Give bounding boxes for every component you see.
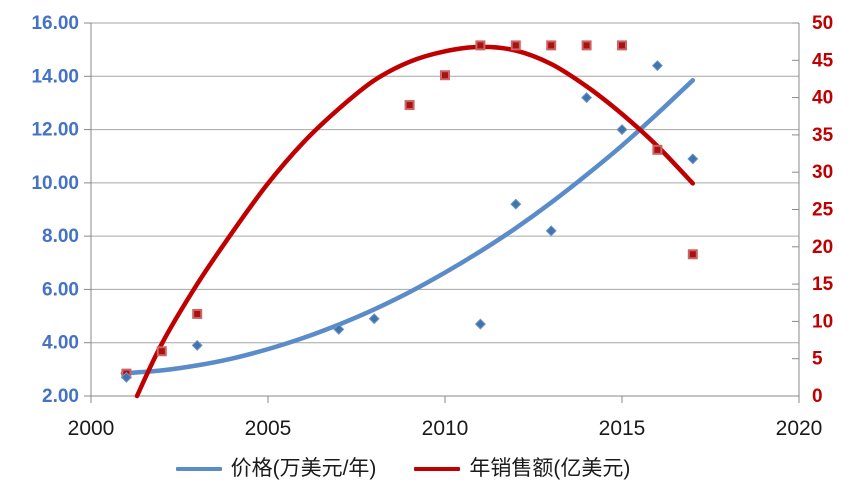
plot-area: 2.00 4.00 6.00 8.00 10.00 12.00 14.00 16.00 0 5 10… — [31, 13, 834, 440]
scatter-point-sales — [510, 40, 521, 51]
y-right-tick-label: 10 — [812, 311, 833, 332]
scatter-point-price — [368, 313, 380, 325]
x-tick-label: 2010 — [422, 417, 469, 440]
x-tick-label: 2020 — [776, 417, 823, 440]
y-left-tick-label: 6.00 — [42, 279, 79, 300]
y-right-tick-label: 30 — [812, 162, 833, 183]
x-tick-label: 2005 — [245, 417, 292, 440]
y-left-tick-label: 16.00 — [31, 13, 79, 34]
price-series-line-icon — [175, 466, 222, 471]
y-left-tick-label: 10.00 — [31, 173, 79, 194]
scatter-point-price — [333, 323, 345, 335]
y-right-tick-label: 20 — [812, 237, 833, 258]
trendline-sales — [134, 44, 696, 399]
scatter-point-price — [651, 60, 663, 72]
legend-item-sales[interactable]: 年销售额(亿美元) — [414, 458, 630, 479]
scatter-point-sales — [192, 308, 203, 319]
y-right-tick-label: 50 — [812, 13, 833, 34]
legend-label-price: 价格(万美元/年) — [230, 457, 377, 480]
sales-series-line-icon — [414, 466, 461, 471]
scatter-point-price — [616, 124, 628, 136]
y-left-tick-label: 4.00 — [42, 333, 79, 354]
scatter-point-price — [120, 371, 132, 383]
y-left-tick-label: 2.00 — [42, 386, 79, 407]
scatter-point-price — [191, 339, 203, 351]
y-left-tick-label: 8.00 — [42, 226, 79, 247]
y-right-tick-label: 25 — [812, 200, 834, 221]
scatter-point-price — [510, 198, 522, 210]
y-right-tick-label: 5 — [812, 349, 823, 370]
scatter-point-sales — [581, 40, 592, 51]
scatter-point-price — [545, 225, 557, 237]
legend-item-price[interactable]: 价格(万美元/年) — [175, 457, 377, 480]
y-right-tick-label: 45 — [812, 50, 834, 71]
x-tick-label: 2000 — [68, 417, 115, 440]
scatter-point-sales — [404, 100, 415, 111]
scatter-point-sales — [617, 40, 627, 51]
y-left-tick-label: 12.00 — [31, 120, 79, 141]
legend: 价格(万美元/年) 年销售额(亿美元) — [0, 458, 830, 479]
y-right-tick-label: 0 — [812, 386, 823, 407]
scatter-point-sales — [475, 40, 486, 51]
legend-label-sales: 年销售额(亿美元) — [469, 457, 631, 480]
y-right-tick-label: 35 — [812, 125, 834, 146]
scatter-point-sales — [156, 346, 167, 357]
y-left-tick-label: 14.00 — [31, 66, 79, 87]
scatter-point-price — [474, 318, 486, 330]
scatter-point-sales — [440, 70, 450, 81]
x-tick-label: 2015 — [599, 417, 646, 440]
scatter-point-sales — [546, 40, 557, 51]
y-right-tick-label: 15 — [812, 274, 834, 295]
scatter-point-price — [687, 153, 699, 165]
trendline-price — [120, 78, 696, 376]
scatter-point-sales — [652, 144, 663, 155]
scatter-point-sales — [687, 249, 698, 260]
scatter-point-price — [581, 92, 593, 104]
y-right-tick-label: 40 — [812, 88, 833, 109]
